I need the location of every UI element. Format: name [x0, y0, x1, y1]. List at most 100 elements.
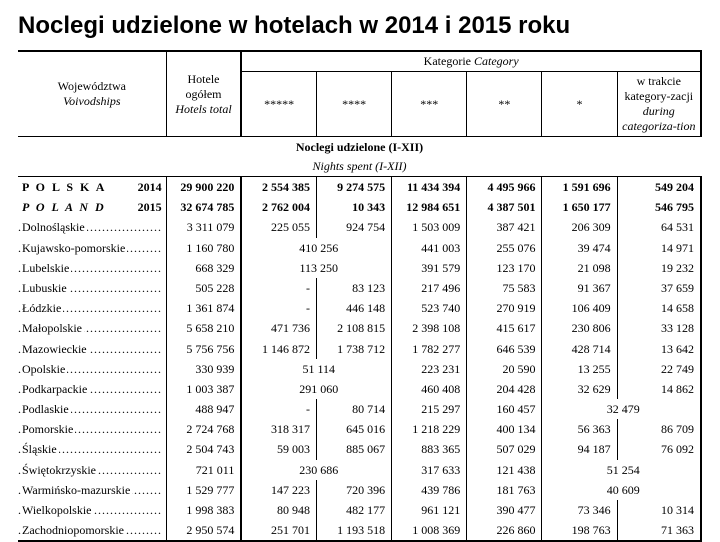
table-row: Łódzkie1 361 874-446 148523 740270 91910… — [18, 298, 701, 318]
cell: 19 232 — [617, 258, 701, 278]
table-row: Lubuskie505 228-83 123217 49675 58391 36… — [18, 278, 701, 298]
col-total: Hotele ogółem Hotels total — [166, 51, 241, 137]
cell: 646 539 — [467, 339, 542, 359]
cell-merged-5-4: 291 060 — [241, 379, 391, 399]
cell: - — [241, 278, 316, 298]
cell: 29 900 220 — [166, 177, 241, 198]
cell: 2 950 574 — [166, 520, 241, 541]
cell: 2 108 815 — [316, 318, 391, 338]
table-row: Kujawsko-pomorskie1 160 780410 256441 00… — [18, 238, 701, 258]
col-categories: Kategorie Category — [241, 51, 701, 72]
row-name: Mazowieckie — [18, 339, 166, 359]
cell: 94 187 — [542, 439, 617, 459]
cell: 391 579 — [392, 258, 467, 278]
cell: 1 591 696 — [542, 177, 617, 198]
cell: 12 984 651 — [392, 197, 467, 217]
row-name: Podkarpackie — [18, 379, 166, 399]
cell: 32 674 785 — [166, 197, 241, 217]
cell: 86 709 — [617, 419, 701, 439]
cell: 668 329 — [166, 258, 241, 278]
cell: 1 998 383 — [166, 500, 241, 520]
cell-merged-5-4: 51 114 — [241, 359, 391, 379]
cell: - — [241, 399, 316, 419]
cell: 14 658 — [617, 298, 701, 318]
cell-merged-1-0: 32 479 — [542, 399, 701, 419]
cell: 11 434 394 — [392, 177, 467, 198]
cell-merged-5-4: 410 256 — [241, 238, 391, 258]
row-name: Warmińsko-mazurskie — [18, 480, 166, 500]
row-name: Małopolskie — [18, 318, 166, 338]
cell: 924 754 — [316, 217, 391, 237]
cell: 317 633 — [392, 460, 467, 480]
col-during: w trakcie kategory-zacji during categori… — [617, 72, 701, 137]
cell: 217 496 — [392, 278, 467, 298]
cell: 645 016 — [316, 419, 391, 439]
cell: 14 862 — [617, 379, 701, 399]
cell: 546 795 — [617, 197, 701, 217]
table-row: Zachodniopomorskie2 950 574251 7011 193 … — [18, 520, 701, 541]
row-name: Łódzkie — [18, 298, 166, 318]
row-name: Opolskie — [18, 359, 166, 379]
cell: 14 971 — [617, 238, 701, 258]
cell: 482 177 — [316, 500, 391, 520]
col-2star: ** — [467, 72, 542, 137]
cell: 123 170 — [467, 258, 542, 278]
cell: 2 554 385 — [241, 177, 316, 198]
row-name: P O L S K A2014 — [18, 177, 166, 198]
cell: 400 134 — [467, 419, 542, 439]
cell: 2 762 004 — [241, 197, 316, 217]
cell: 1 650 177 — [542, 197, 617, 217]
nights-table: Województwa Voivodships Hotele ogółem Ho… — [18, 50, 702, 542]
cell: 80 714 — [316, 399, 391, 419]
cell: 1 193 518 — [316, 520, 391, 541]
row-name: P O L A N D2015 — [18, 197, 166, 217]
row-name: Kujawsko-pomorskie — [18, 238, 166, 258]
cell: 441 003 — [392, 238, 467, 258]
table-row: Świętokrzyskie721 011230 686317 633121 4… — [18, 460, 701, 480]
cell-merged-5-4: 230 686 — [241, 460, 391, 480]
cell: 13 255 — [542, 359, 617, 379]
cell-merged-1-0: 40 609 — [542, 480, 701, 500]
cell: 721 011 — [166, 460, 241, 480]
cell: 428 714 — [542, 339, 617, 359]
cell: 251 701 — [241, 520, 316, 541]
cell: 549 204 — [617, 177, 701, 198]
table-row: Podlaskie488 947-80 714215 297160 45732 … — [18, 399, 701, 419]
cell: 1 218 229 — [392, 419, 467, 439]
cell-merged-1-0: 51 254 — [542, 460, 701, 480]
cell: 390 477 — [467, 500, 542, 520]
table-row: Śląskie2 504 74359 003885 067883 365507 … — [18, 439, 701, 459]
row-name: Dolnośląskie — [18, 217, 166, 237]
table-row: Małopolskie5 658 210471 7362 108 8152 39… — [18, 318, 701, 338]
cell: 439 786 — [392, 480, 467, 500]
cell: 1 160 780 — [166, 238, 241, 258]
table-row: Pomorskie2 724 768318 317645 0161 218 22… — [18, 419, 701, 439]
row-name: Pomorskie — [18, 419, 166, 439]
cell: 9 274 575 — [316, 177, 391, 198]
section-subtitle: Nights spent (I-XII) — [18, 157, 701, 177]
cell: 13 642 — [617, 339, 701, 359]
cell: 505 228 — [166, 278, 241, 298]
cell: 1 146 872 — [241, 339, 316, 359]
cell: 488 947 — [166, 399, 241, 419]
table-row: Opolskie330 93951 114223 23120 59013 255… — [18, 359, 701, 379]
cell: 1 008 369 — [392, 520, 467, 541]
cell: 523 740 — [392, 298, 467, 318]
cell: 446 148 — [316, 298, 391, 318]
cell: 883 365 — [392, 439, 467, 459]
cell: 1 529 777 — [166, 480, 241, 500]
cell: 223 231 — [392, 359, 467, 379]
cell: 225 055 — [241, 217, 316, 237]
cell: 720 396 — [316, 480, 391, 500]
cell: 330 939 — [166, 359, 241, 379]
cell: 20 590 — [467, 359, 542, 379]
row-name: Śląskie — [18, 439, 166, 459]
table-row: Lubelskie668 329113 250391 579123 17021 … — [18, 258, 701, 278]
cell: 121 438 — [467, 460, 542, 480]
row-name: Podlaskie — [18, 399, 166, 419]
cell: 3 311 079 — [166, 217, 241, 237]
cell: 10 343 — [316, 197, 391, 217]
cell: 21 098 — [542, 258, 617, 278]
cell: 10 314 — [617, 500, 701, 520]
cell: 1 361 874 — [166, 298, 241, 318]
